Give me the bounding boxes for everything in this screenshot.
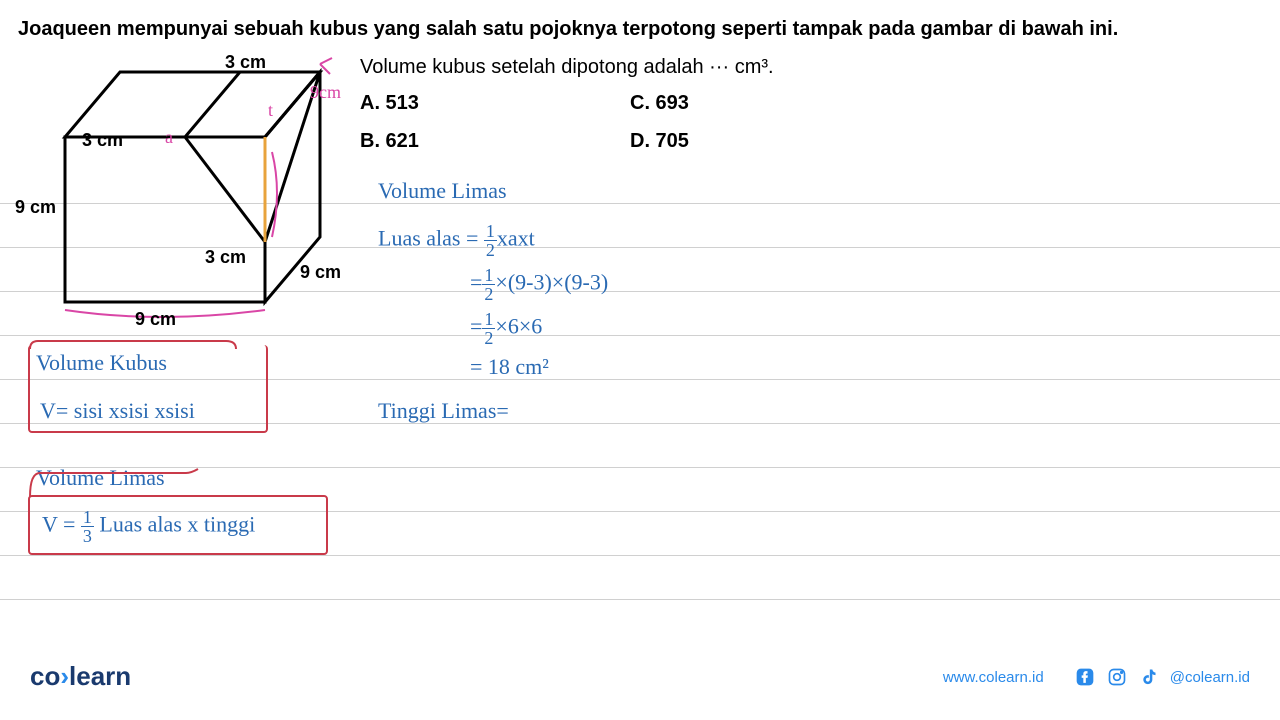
- answer-c: C. 693: [630, 92, 689, 115]
- footer-right: www.colearn.id @colearn.id: [943, 666, 1250, 688]
- footer-handle: @colearn.id: [1170, 669, 1250, 686]
- footer-url: www.colearn.id: [943, 669, 1044, 686]
- dim-bottom-9cm: 9 cm: [135, 309, 176, 330]
- dim-right-9cm: 9 cm: [300, 262, 341, 283]
- vol-kubus-formula: V= sisi xsisi xsisi: [40, 398, 195, 424]
- question-text: Volume kubus setelah dipotong adalah ···…: [360, 56, 774, 79]
- problem-statement: Joaqueen mempunyai sebuah kubus yang sal…: [18, 18, 1118, 41]
- facebook-icon: [1074, 666, 1096, 688]
- instagram-icon: [1106, 666, 1128, 688]
- luas-alas-line: Luas alas = 12xaxt: [378, 222, 535, 259]
- vol-limas-formula: V = 13 Luas alas x tinggi: [42, 508, 255, 545]
- tinggi-limas: Tinggi Limas=: [378, 398, 509, 424]
- eq2txt: ×6×6: [495, 314, 542, 339]
- limas-rest: Luas alas x tinggi: [94, 512, 255, 537]
- limas-heading: Volume Limas: [378, 178, 507, 204]
- label-9cm-pink: 9cm: [310, 82, 341, 103]
- logo-co: co: [30, 661, 60, 691]
- label-a: a: [165, 127, 173, 148]
- xaxt: xaxt: [497, 226, 535, 251]
- answer-b: B. 621: [360, 130, 419, 153]
- dim-top-3cm: 3 cm: [225, 52, 266, 73]
- luas-result: = 18 cm²: [470, 354, 549, 380]
- footer-logo: co›learn: [30, 661, 131, 692]
- limas-v-eq: V =: [42, 512, 81, 537]
- dim-inner-left-3cm: 3 cm: [82, 130, 123, 151]
- dim-inner-3cm: 3 cm: [205, 247, 246, 268]
- dim-left-9cm: 9 cm: [15, 197, 56, 218]
- luas-label: Luas alas =: [378, 226, 484, 251]
- luas-eq1: =12×(9-3)×(9-3): [470, 266, 608, 303]
- logo-learn: learn: [69, 661, 131, 691]
- answer-d: D. 705: [630, 130, 689, 153]
- cube-diagram: 3 cm 3 cm 9 cm 3 cm 9 cm 9 cm a t 9cm: [10, 52, 350, 322]
- tiktok-icon: [1138, 666, 1160, 688]
- label-t: t: [268, 100, 273, 121]
- luas-eq2: =12×6×6: [470, 310, 542, 347]
- eq1txt: ×(9-3)×(9-3): [495, 270, 608, 295]
- answer-a: A. 513: [360, 92, 419, 115]
